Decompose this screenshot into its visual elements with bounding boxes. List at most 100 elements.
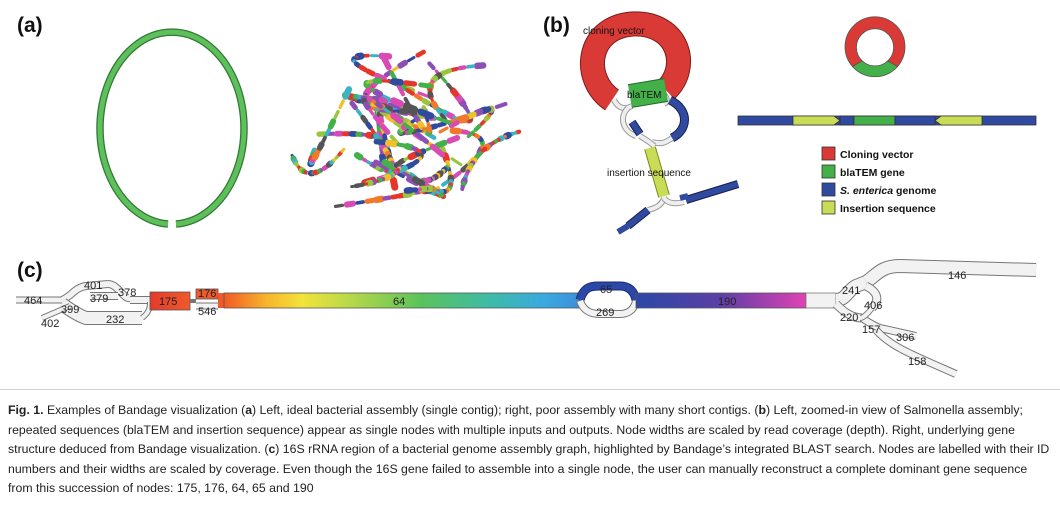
tangle-node [417,120,426,131]
tangle-node [365,159,372,165]
tangle-node [450,157,463,167]
tangle-node [385,139,399,148]
tangle-node [377,115,385,125]
tangle-node [402,102,419,113]
tangle-node [332,156,338,162]
legend-swatch-blatem [821,164,836,179]
plasmid-ring [844,16,906,78]
tangle-node [441,109,451,117]
tangle-node [349,100,358,111]
tangle-node [414,128,423,134]
tangle-node [389,176,399,191]
tangle-node [353,61,362,69]
tangle-node [436,116,452,125]
tangle-node [334,154,340,160]
node-label-269: 269 [596,307,614,319]
tangle-node [458,115,470,124]
tangle-node [382,195,392,201]
tangle-node [457,65,467,71]
tangle-node [378,96,390,104]
tangle-node [427,91,434,100]
node-label-190: 190 [718,296,736,308]
tangle-node [443,68,453,75]
node-label-158: 158 [908,356,926,368]
tangle-node [371,95,382,103]
tangle-node [365,68,376,77]
caption-text-3: ) Left, zoomed-in view of Salmonella ass… [8,403,1023,457]
tangle-node [479,119,487,126]
node-label-146: 146 [948,270,966,282]
tangle-node [448,120,460,129]
legend-label-genome: S. enterica genome [840,185,936,197]
node-label-546: 546 [198,306,216,318]
tangle-node [396,84,406,97]
caption-ref-b: b [758,403,766,417]
tangle-node [415,49,426,58]
cloning-vector-label: cloning vector [583,26,645,37]
panel-a-label: (a) [17,14,43,37]
node-label-232: 232 [106,314,124,326]
tangle-node [372,195,385,204]
blatem-label: blaTEM [627,90,661,101]
tangle-node [514,129,522,135]
tangle-node [446,82,453,91]
tangle-node [396,142,406,148]
tangle-node [407,55,416,63]
tangle-node [390,78,404,86]
tangle-node [342,86,353,100]
tangle-node [447,166,452,173]
panel-c-label: (c) [17,259,43,282]
tangle-node [405,120,413,128]
tangle-node [372,88,384,98]
tangle-node [426,121,431,128]
tangle-node [460,163,471,173]
tangle-node [358,64,368,73]
node-label-406: 406 [864,300,882,312]
tangle-node [372,114,382,125]
panel-b-label: (b) [543,14,570,37]
tangle-node [440,76,448,84]
tangle-node [477,135,484,142]
tangle-node [379,123,391,135]
tangle-node [439,113,447,121]
caption-ref-a: a [245,403,253,417]
tangle-node [316,141,325,151]
tangle-node [338,99,345,110]
tangle-node [409,191,417,196]
tangle-node [390,194,400,200]
legend-label-blatem: blaTEM gene [840,167,905,179]
tangle-node [449,87,459,98]
node-label-378: 378 [118,287,136,299]
tangle-node [438,126,449,134]
tangle-node [360,114,369,124]
tangle-node [415,132,430,145]
tangle-node [321,135,327,144]
tangle-node [374,107,381,112]
tangle-node [373,159,390,171]
tangle-node [435,107,442,115]
caption-text-1: Examples of Bandage visualization ( [43,403,246,417]
tangle-node [382,133,388,143]
node-label-401: 401 [84,280,102,292]
tangle-node [446,112,456,120]
legend-swatch-insertion [821,200,836,215]
tangle-node [417,108,435,120]
tangle-node [365,121,373,131]
tangle-node [466,111,477,120]
legend-swatch-genome [821,182,836,197]
tangle-node [430,75,439,84]
tangle-node [382,107,392,115]
tangle-node [494,101,508,109]
node-label-464: 464 [24,295,42,307]
node-label-176: 176 [198,288,216,300]
insertion-sequence-label: insertion sequence [607,168,691,179]
tangle-node [375,177,383,184]
zoomed-assembly-graph: cloning vector blaTEM insertion sequence [580,11,740,235]
tangle-node [403,80,418,87]
tangle-node [411,145,419,152]
legend-label-insertion: Insertion sequence [840,203,936,215]
tangle-node [473,133,481,139]
caption-fig-label: Fig. 1. [8,403,44,417]
figure-caption: Fig. 1. Examples of Bandage visualizatio… [8,401,1052,499]
